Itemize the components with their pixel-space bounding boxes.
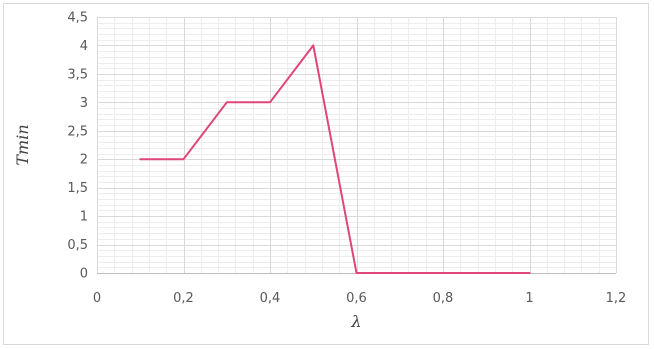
y-tick-label: 3,5 xyxy=(67,67,88,82)
y-tick-label: 0 xyxy=(80,267,88,282)
y-tick-label: 4 xyxy=(80,39,88,54)
series-layer xyxy=(139,44,531,274)
x-tick-label: 1,2 xyxy=(606,291,627,306)
y-tick-label: 4,5 xyxy=(67,11,88,26)
y-tick-label: 2 xyxy=(80,153,88,168)
line-chart: 00,511,522,533,544,50 0,2 0,4 0,6 0,8 1 1,2 λ … xyxy=(13,11,626,332)
y-tick-label: 2,5 xyxy=(67,124,88,139)
x-tick-label: 1 xyxy=(525,291,533,306)
y-tick-label: 1 xyxy=(80,210,88,225)
grid xyxy=(97,17,617,274)
x-tick-label: 0,6 xyxy=(346,291,367,306)
x-tick-label: 0,2 xyxy=(173,291,194,306)
y-tick-label: 1,5 xyxy=(67,181,88,196)
y-axis-title: Tmin xyxy=(13,124,32,165)
x-axis-title: λ xyxy=(350,312,361,331)
x-tick-label: 0,4 xyxy=(260,291,281,306)
chart-container: 0 0,5 1 1,5 2 2,5 3 3,5 4 4,5 0 0,2 0,4 0,6 0,8 1 1,2 λ … xyxy=(3,3,649,345)
x-tick-label: 0,8 xyxy=(433,291,454,306)
series-line xyxy=(139,44,531,274)
tick-labels: 0 0,5 1 1,5 2 2,5 3 3,5 4 4,5 0 0,2 0,4 0,6 0,8 1 1,2 xyxy=(67,11,626,307)
y-tick-label: 0,5 xyxy=(67,238,88,253)
y-tick-label: 3 xyxy=(80,96,88,111)
x-tick-label: 0 xyxy=(93,291,101,306)
